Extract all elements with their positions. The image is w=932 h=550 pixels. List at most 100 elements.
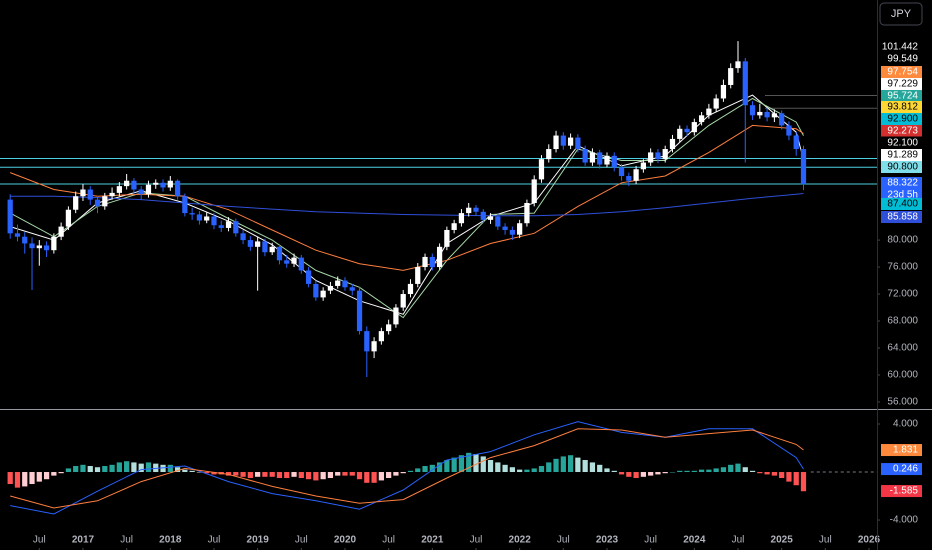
x-tick-label: 2020: [334, 535, 357, 546]
histogram-bar: [204, 472, 210, 474]
x-tick-label: 2026: [858, 535, 881, 546]
candle-body: [174, 180, 181, 197]
candle-body: [524, 202, 530, 224]
histogram-bar: [422, 466, 428, 473]
histogram-bar: [779, 472, 785, 479]
histogram-bar: [582, 460, 588, 473]
histogram-bar: [284, 472, 290, 479]
x-tick-label: 2021: [421, 535, 444, 546]
candle-body: [131, 180, 137, 190]
price-badge: [881, 101, 922, 113]
x-tick-label: Jul: [732, 535, 745, 546]
histogram-bar: [502, 464, 508, 473]
candle-body: [444, 229, 450, 247]
candle-body: [298, 257, 304, 271]
y-tick-label: 4.000: [893, 419, 918, 430]
candle-body: [116, 186, 122, 193]
candle-body: [305, 270, 312, 284]
indicator-badge-label: -1.585: [890, 486, 919, 497]
candle-body: [327, 285, 334, 291]
candle-body: [22, 236, 28, 244]
y-tick-label: -4.000: [890, 515, 919, 526]
candle-body: [582, 149, 588, 163]
candle-body: [800, 149, 807, 185]
candle-body: [662, 149, 668, 160]
candle-body: [648, 152, 654, 163]
symbol-button[interactable]: [879, 2, 923, 26]
histogram-bar: [276, 472, 283, 479]
price-badge-label: 99.549: [887, 54, 918, 65]
candle-body: [611, 155, 617, 168]
candle-body: [684, 128, 690, 133]
candle-body: [429, 256, 435, 268]
candle-body: [138, 189, 144, 195]
histogram-bar: [58, 472, 64, 474]
histogram-bar: [298, 472, 304, 479]
histogram-bar: [109, 464, 115, 473]
histogram-bar: [524, 469, 530, 473]
histogram-bar: [800, 472, 807, 492]
candle-body: [698, 115, 705, 123]
candle-body: [43, 245, 50, 251]
histogram-bar: [378, 472, 384, 481]
candle-body: [793, 135, 799, 150]
candle-body: [567, 137, 574, 146]
candle-body: [189, 213, 195, 215]
histogram-bar: [495, 462, 501, 473]
candle-body: [378, 331, 384, 342]
candle-body: [335, 280, 341, 286]
candle-body: [218, 225, 224, 228]
histogram-bar: [247, 472, 253, 479]
candle-body: [691, 122, 697, 133]
candle-body: [7, 199, 13, 234]
candle-body: [233, 221, 239, 234]
candle-body: [58, 226, 64, 237]
price-badge: [881, 125, 922, 137]
candle-body: [415, 267, 421, 284]
histogram-bar: [51, 472, 57, 476]
candle-body: [291, 257, 297, 264]
histogram-bar: [7, 472, 13, 485]
candle-body: [764, 111, 770, 118]
symbol-label[interactable]: JPY: [891, 8, 912, 20]
histogram-bar: [662, 472, 668, 474]
candle-body: [771, 113, 778, 118]
x-tick-label: 2017: [72, 535, 95, 546]
histogram-bar: [160, 464, 166, 473]
candle-body: [749, 105, 756, 116]
candle-body: [225, 221, 232, 228]
candle-body: [604, 155, 610, 165]
histogram-bar: [73, 466, 79, 473]
histogram-bar: [131, 462, 137, 473]
histogram-bar: [684, 470, 690, 473]
candle-body: [342, 280, 348, 288]
x-tick-label: Jul: [33, 535, 46, 546]
candle-body: [487, 216, 494, 220]
x-tick-label: 2019: [247, 535, 270, 546]
candle-body: [167, 180, 173, 188]
x-tick-label: 2018: [159, 535, 182, 546]
price-badge-label: 97.229: [887, 79, 918, 90]
histogram-bar: [29, 472, 35, 485]
histogram-bar: [655, 472, 661, 475]
histogram-bar: [124, 461, 130, 473]
histogram-bar: [262, 472, 268, 477]
histogram-bar: [240, 472, 246, 477]
histogram-bar: [706, 469, 712, 473]
candle-body: [94, 199, 101, 207]
price-badge: [881, 78, 922, 90]
indicator-badge-label: 1.831: [893, 445, 918, 456]
candle-body: [618, 167, 625, 177]
y-tick-label: 64.000: [887, 343, 918, 354]
price-badge-label: 90.800: [887, 162, 918, 173]
candle-body: [386, 324, 392, 332]
histogram-bar: [415, 468, 421, 473]
histogram-bar: [349, 472, 355, 476]
histogram-bar: [633, 472, 639, 479]
x-tick-label: Jul: [120, 535, 133, 546]
histogram-bar: [553, 458, 559, 473]
histogram-bar: [793, 472, 799, 486]
histogram-bar: [407, 470, 414, 473]
candle-body: [473, 207, 479, 212]
